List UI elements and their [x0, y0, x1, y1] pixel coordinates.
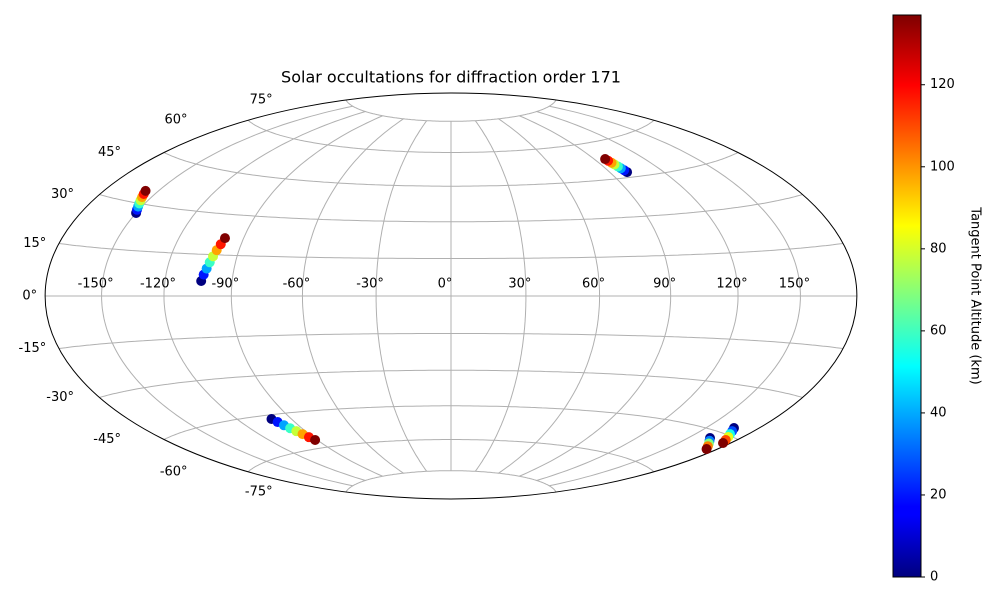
x-tick-label: 30° — [508, 277, 531, 292]
point — [718, 437, 729, 448]
y-tick-label: -75° — [245, 485, 273, 500]
y-tick-label: 75° — [250, 92, 273, 107]
x-tick-label: 120° — [716, 277, 747, 292]
colorbar — [892, 14, 922, 578]
x-tick-label: 90° — [653, 277, 676, 292]
colorbar-tick-label: 0 — [930, 570, 938, 585]
point — [600, 154, 611, 165]
colorbar-tick-label: 100 — [930, 159, 955, 174]
y-tick-label: -30° — [46, 390, 74, 405]
colorbar-tick-label: 80 — [930, 241, 947, 256]
colorbar-tick-label: 40 — [930, 405, 947, 420]
grid-line — [101, 105, 353, 487]
grid-line — [301, 118, 404, 474]
y-tick-label: -45° — [93, 432, 121, 447]
y-tick-label: -15° — [19, 341, 47, 356]
colorbar-tick-label: 20 — [930, 487, 947, 502]
point — [701, 444, 712, 455]
x-tick-label: -30° — [356, 277, 384, 292]
point — [310, 434, 321, 445]
x-tick-label: 150° — [779, 277, 810, 292]
grid-line — [498, 118, 601, 474]
y-tick-label: 0° — [22, 289, 37, 304]
grid-line — [549, 105, 801, 487]
map-boundary — [44, 92, 858, 500]
colorbar-tick-label: 60 — [930, 323, 947, 338]
x-tick-label: -120° — [140, 277, 176, 292]
y-tick-label: 45° — [98, 145, 121, 160]
y-tick-label: 60° — [165, 113, 188, 128]
x-tick-label: 60° — [582, 277, 605, 292]
y-tick-label: -60° — [160, 464, 188, 479]
chart-title: Solar occultations for diffraction order… — [281, 68, 621, 87]
x-tick-label: 0° — [438, 277, 453, 292]
grid-line — [163, 111, 366, 481]
point — [140, 185, 151, 196]
grid-line — [230, 115, 383, 477]
grid-line — [474, 120, 527, 472]
colorbar-tick-label: 120 — [930, 77, 955, 92]
x-tick-label: -60° — [283, 277, 311, 292]
grid-line — [536, 111, 739, 481]
grid-line — [375, 120, 428, 472]
x-tick-label: -150° — [78, 277, 114, 292]
grid-line — [519, 115, 672, 477]
y-tick-label: 30° — [51, 187, 74, 202]
colorbar-label: Tangent Point Altitude (km) — [968, 206, 983, 384]
y-tick-label: 15° — [23, 236, 46, 251]
point — [219, 233, 230, 244]
x-tick-label: -90° — [211, 277, 239, 292]
